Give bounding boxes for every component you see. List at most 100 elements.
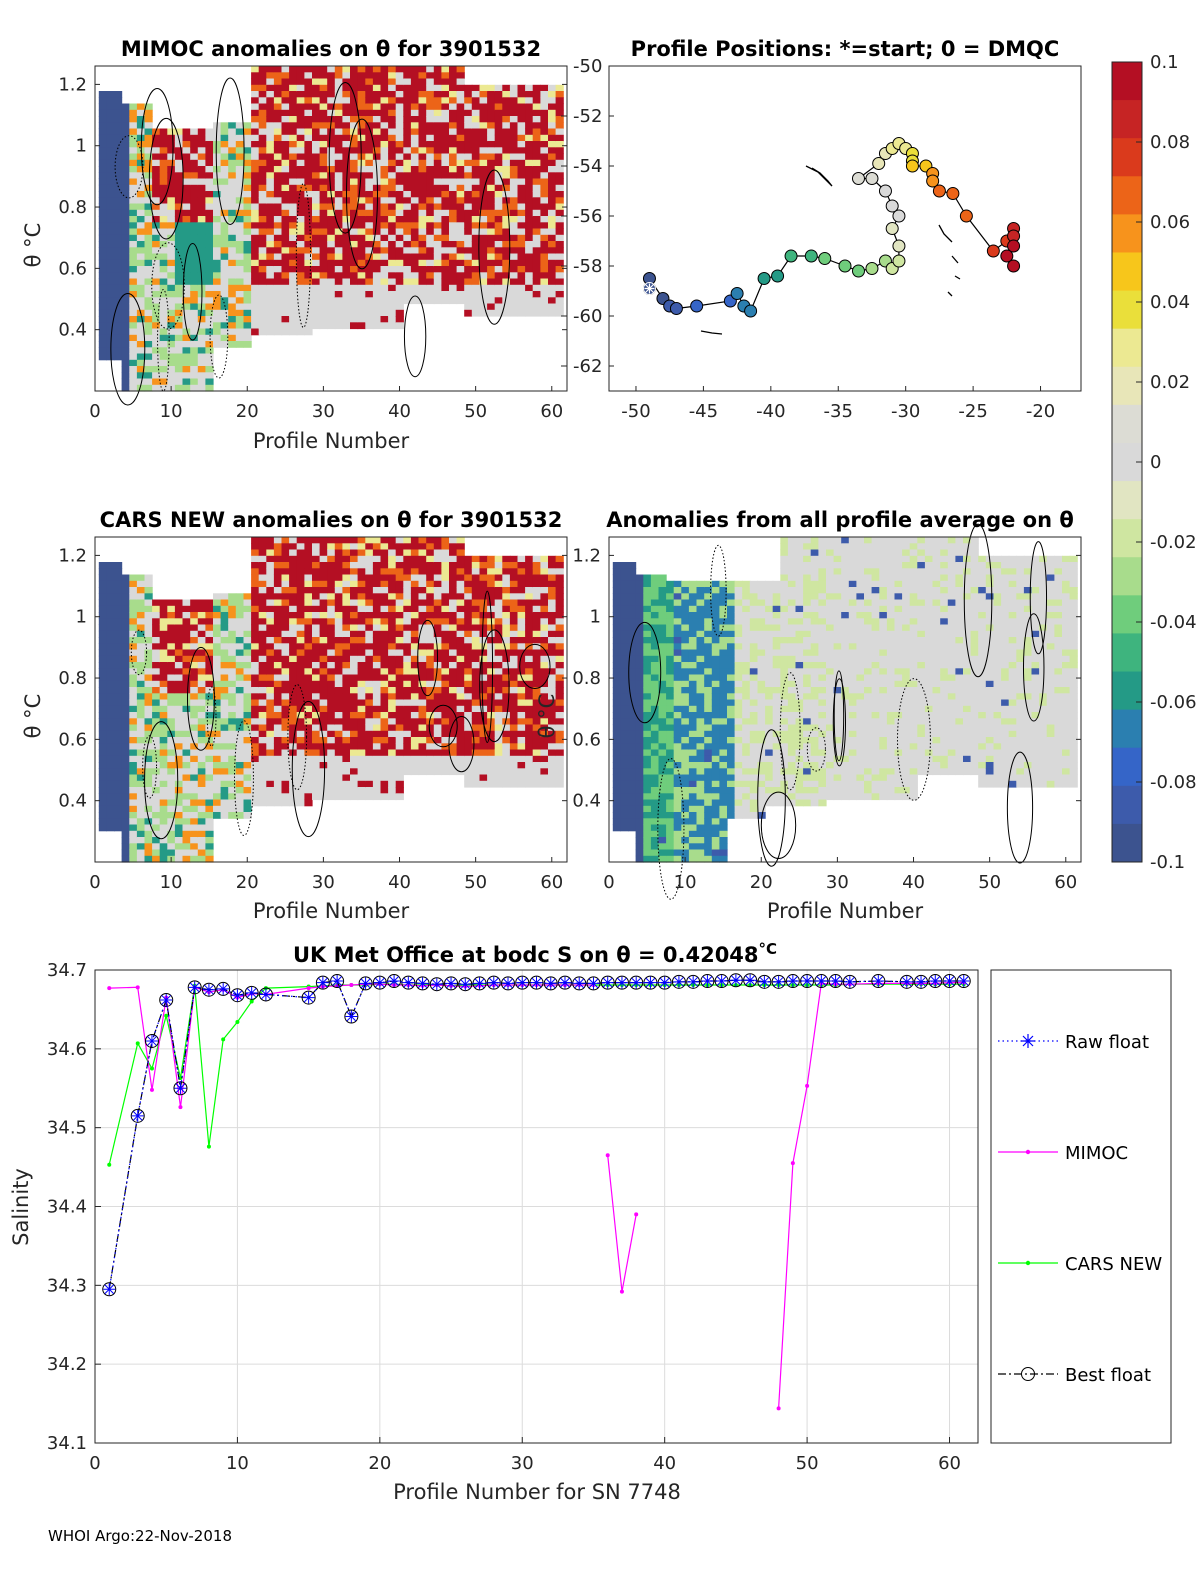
heatmap-cell (266, 593, 275, 601)
heatmap-cell (372, 587, 382, 594)
heatmap-cell (144, 655, 153, 663)
heatmap-cell (426, 247, 435, 255)
heatmap-cell (365, 543, 374, 551)
heatmap-cell (121, 297, 130, 305)
heatmap-cell (258, 705, 267, 713)
heatmap-cell (319, 662, 328, 669)
heatmap-cell (106, 593, 115, 601)
heatmap-cell (159, 209, 168, 217)
heatmap-cell (182, 630, 191, 638)
heatmap-cell (426, 203, 435, 211)
heatmap-cell (449, 574, 458, 582)
heatmap-cell (327, 303, 336, 311)
heatmap-cell (334, 749, 343, 757)
heatmap-cell (243, 730, 252, 738)
heatmap-cell (525, 116, 534, 123)
heatmap-cell (182, 159, 191, 167)
heatmap-cell (502, 184, 511, 192)
heatmap-cell (167, 241, 176, 248)
heatmap-cell (350, 128, 359, 136)
heatmap-cell (525, 693, 534, 701)
heatmap-cell (372, 537, 382, 544)
heatmap-cell (410, 762, 420, 769)
heatmap-cell (114, 316, 123, 323)
heatmap-cell (296, 630, 305, 638)
heatmap-cell (395, 743, 404, 751)
heatmap-cell (273, 297, 283, 305)
heatmap-cell (213, 241, 222, 248)
heatmap-cell (121, 718, 130, 726)
heatmap-cell (152, 599, 161, 607)
heatmap-cell (479, 259, 488, 267)
heatmap-cell (372, 222, 382, 230)
colorbar-label: -0.04 (1150, 612, 1197, 633)
heatmap-cell (167, 630, 176, 638)
heatmap-cell (350, 184, 359, 192)
heatmap-cell (502, 241, 511, 248)
heatmap-cell (98, 97, 107, 105)
heatmap-cell (190, 630, 199, 638)
heatmap-cell (509, 266, 519, 273)
heatmap-cell (540, 278, 549, 286)
heatmap-cell (319, 762, 328, 769)
heatmap-cell (388, 624, 397, 632)
heatmap-cell (433, 630, 442, 638)
heatmap-cell (98, 580, 107, 588)
heatmap-cell (395, 762, 404, 769)
heatmap-cell (106, 824, 115, 832)
heatmap-cell (342, 680, 351, 688)
heatmap-cell (243, 630, 252, 638)
heatmap-cell (304, 787, 313, 794)
heatmap-cell (494, 593, 503, 601)
heatmap-cell (106, 730, 115, 738)
heatmap-cell (190, 153, 199, 161)
heatmap-cell (525, 228, 534, 236)
heatmap-cell (517, 197, 526, 205)
heatmap-cell (372, 605, 382, 613)
heatmap-cell (342, 259, 351, 267)
heatmap-cell (502, 568, 511, 576)
heatmap-cell (494, 768, 503, 776)
heatmap-cell (403, 159, 412, 167)
heatmap-cell (479, 103, 488, 111)
heatmap-cell (494, 272, 503, 280)
heatmap-cell (304, 724, 313, 732)
heatmap-cell (197, 830, 206, 838)
heatmap-cell (517, 141, 526, 148)
heatmap-cell (281, 699, 290, 707)
heatmap-cell (433, 755, 442, 763)
heatmap-cell (220, 328, 229, 336)
heatmap-cell (479, 762, 488, 769)
heatmap-cell (357, 630, 366, 638)
heatmap-cell (106, 655, 115, 663)
heatmap-cell (159, 812, 168, 819)
heatmap-cell (106, 316, 115, 323)
heatmap-cell (388, 97, 397, 105)
heatmap-cell (350, 84, 359, 92)
heatmap-cell (266, 762, 275, 769)
heatmap-cell (426, 122, 435, 130)
heatmap-cell (334, 66, 343, 73)
heatmap-cell (471, 612, 480, 619)
heatmap-cell (509, 128, 519, 136)
heatmap-cell (289, 109, 298, 117)
heatmap-cell (312, 574, 321, 582)
heatmap-cell (357, 166, 366, 173)
heatmap-cell (410, 618, 420, 626)
heatmap-cell (433, 72, 442, 80)
heatmap-cell (380, 203, 389, 211)
heatmap-cell (342, 291, 351, 298)
heatmap-cell (281, 272, 290, 280)
heatmap-cell (152, 209, 161, 217)
heatmap-cell (334, 730, 343, 738)
heatmap-cell (410, 272, 420, 280)
heatmap-cell (418, 543, 427, 551)
heatmap-cell (418, 253, 427, 261)
heatmap-cell (502, 643, 511, 651)
heatmap-cell (449, 103, 458, 111)
heatmap-cell (395, 680, 404, 688)
heatmap-cell (540, 234, 549, 242)
heatmap-cell (548, 103, 557, 111)
heatmap-cell (213, 247, 222, 255)
lon-tick-label: -40 (756, 401, 785, 422)
